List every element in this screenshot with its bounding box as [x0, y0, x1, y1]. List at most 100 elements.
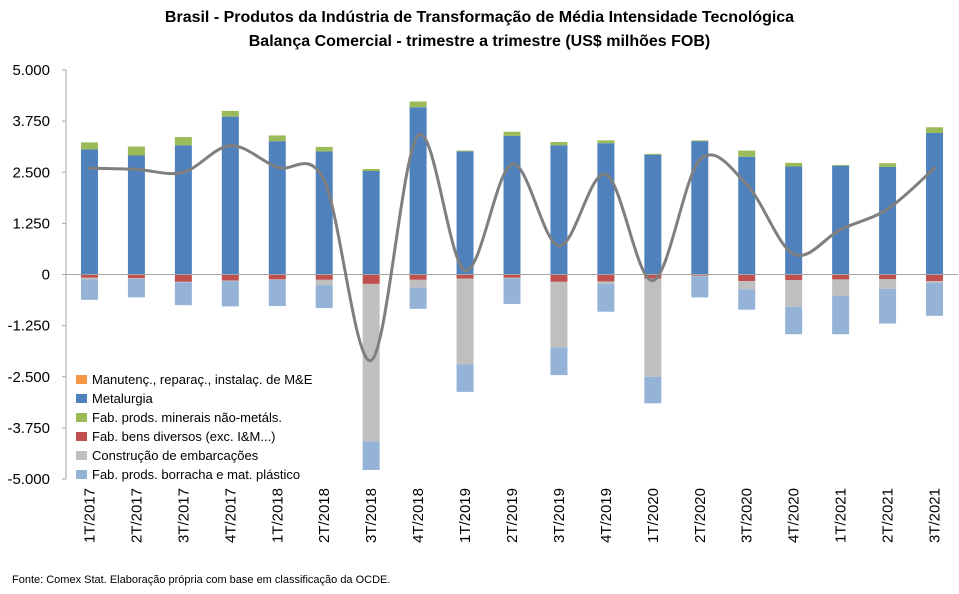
legend-swatch — [76, 432, 87, 441]
x-tick-label: 1T/2019 — [457, 488, 474, 543]
bar-segment — [879, 274, 897, 279]
bar-segment — [550, 145, 568, 275]
x-tick-label: 2T/2017 — [128, 488, 145, 543]
y-tick-label: -1.250 — [7, 318, 50, 335]
legend-item: Fab. bens diversos (exc. I&M...) — [76, 427, 312, 446]
legend-label: Fab. prods. minerais não-metáls. — [92, 410, 283, 425]
bar-segment — [80, 279, 98, 300]
bar-segment — [503, 135, 521, 275]
x-tick-label: 4T/2017 — [222, 488, 239, 543]
bar-segment — [550, 347, 568, 376]
y-tick-label: -5.000 — [7, 471, 50, 488]
y-tick-label: -3.750 — [7, 420, 50, 437]
bar-segment — [597, 140, 615, 144]
bar-segment — [174, 145, 192, 275]
x-tick-label: 2T/2020 — [692, 488, 709, 543]
bar-segment — [644, 154, 662, 275]
bar-segment — [785, 162, 803, 167]
bar-segment — [926, 127, 944, 133]
bar-segment — [362, 274, 380, 284]
bar-segment — [362, 441, 380, 471]
bar-segment — [832, 274, 850, 280]
bar-segment — [268, 141, 286, 275]
bar-segment — [362, 283, 380, 442]
bar-segment — [315, 274, 333, 280]
legend-item: Fab. prods. minerais não-metáls. — [76, 408, 312, 427]
bar-segment — [127, 278, 145, 279]
bar-segment — [691, 276, 709, 298]
bar-segment — [738, 281, 756, 290]
source-note: Fonte: Comex Stat. Elaboração própria co… — [12, 574, 391, 586]
bar-segment — [221, 116, 239, 275]
bar-segment — [315, 151, 333, 275]
bar-segment — [127, 146, 145, 156]
bar-segment — [503, 131, 521, 136]
bar-segment — [691, 141, 709, 275]
chart-subtitle: Balança Comercial - trimestre a trimestr… — [248, 33, 711, 50]
bar-segment — [409, 101, 427, 108]
bar-segment — [503, 278, 521, 304]
bar-segment — [644, 274, 662, 279]
legend-label: Fab. prods. borracha e mat. plástico — [92, 467, 301, 482]
legend-item: Construção de embarcações — [76, 446, 312, 465]
bar-segment — [174, 282, 192, 306]
y-tick-label: 2.500 — [12, 164, 50, 181]
saldo-line — [87, 133, 937, 362]
x-tick-label: 4T/2019 — [598, 488, 615, 543]
bar-segment — [738, 150, 756, 157]
bar-segment — [362, 171, 380, 275]
legend-item: Metalurgia — [76, 389, 312, 408]
x-tick-label: 3T/2018 — [363, 488, 380, 543]
y-tick-label: 1.250 — [12, 215, 50, 232]
x-tick-label: 4T/2020 — [786, 488, 803, 543]
x-tick-label: 2T/2019 — [504, 488, 521, 543]
x-tick-label: 1T/2018 — [269, 488, 286, 543]
x-tick-label: 2T/2018 — [316, 488, 333, 543]
x-tick-label: 3T/2017 — [175, 488, 192, 543]
bar-segment — [644, 278, 662, 377]
legend-swatch — [76, 470, 87, 479]
legend-swatch — [76, 394, 87, 403]
bar-segment — [644, 153, 662, 155]
bar-segment — [597, 281, 615, 284]
bar-segment — [456, 151, 474, 275]
bar-segment — [738, 274, 756, 282]
bar-segment — [785, 166, 803, 275]
bar-segment — [221, 274, 239, 281]
bar-segment — [785, 280, 803, 307]
bar-segment — [879, 163, 897, 167]
x-tick-label: 4T/2018 — [410, 488, 427, 543]
bar-segment — [456, 364, 474, 392]
bar-segment — [926, 132, 944, 275]
bar-segment — [879, 278, 897, 289]
bar-segment — [456, 150, 474, 152]
bar-segment — [409, 287, 427, 309]
legend-label: Construção de embarcações — [92, 448, 259, 463]
bar-segment — [127, 155, 145, 275]
bar-segment — [80, 142, 98, 150]
bar-segment — [738, 289, 756, 310]
bar-segment — [127, 278, 145, 298]
bar-segment — [409, 279, 427, 288]
y-tick-label: -2.500 — [7, 369, 50, 386]
x-tick-label: 3T/2021 — [927, 488, 944, 543]
legend-swatch — [76, 413, 87, 422]
bar-segment — [362, 168, 380, 172]
y-tick-label: 0 — [42, 267, 50, 284]
legend-swatch — [76, 451, 87, 460]
y-tick-label: 5.000 — [12, 62, 50, 79]
bar-segment — [785, 274, 803, 281]
bar-segment — [832, 164, 850, 166]
bar-segment — [785, 306, 803, 335]
bar-segment — [597, 283, 615, 312]
bar-segment — [268, 274, 286, 280]
legend-swatch — [76, 375, 87, 384]
bar-segment — [879, 166, 897, 275]
legend-item: Manutenç., reparaç., instalaç. de M&E — [76, 370, 312, 389]
bar-segment — [409, 107, 427, 275]
bar-segment — [315, 279, 333, 286]
bar-segment — [409, 274, 427, 280]
bar-segment — [926, 281, 944, 284]
chart-title: Brasil - Produtos da Indústria de Transf… — [164, 9, 795, 26]
